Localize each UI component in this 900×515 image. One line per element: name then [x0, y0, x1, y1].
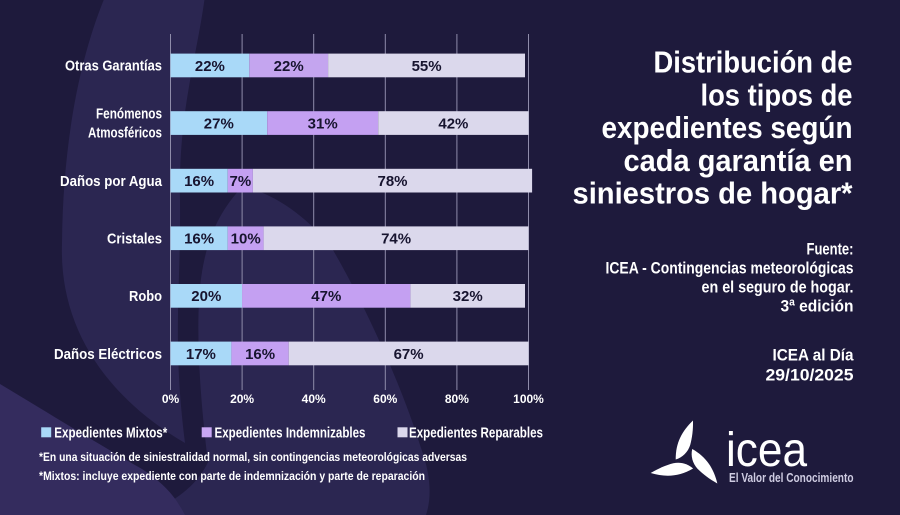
svg-text:74%: 74% — [381, 231, 411, 248]
svg-text:*En una situación de siniestra: *En una situación de siniestralidad norm… — [39, 452, 467, 464]
svg-text:31%: 31% — [308, 115, 338, 132]
svg-text:3ª edición: 3ª edición — [781, 297, 854, 315]
svg-text:Robo: Robo — [129, 289, 162, 305]
svg-text:los tipos de: los tipos de — [701, 78, 853, 112]
svg-text:67%: 67% — [394, 346, 424, 363]
svg-text:78%: 78% — [377, 173, 407, 190]
svg-text:Expedientes Mixtos*: Expedientes Mixtos* — [54, 425, 167, 441]
svg-text:16%: 16% — [184, 173, 214, 190]
svg-text:20%: 20% — [230, 392, 254, 406]
svg-text:17%: 17% — [186, 346, 216, 363]
svg-text:40%: 40% — [302, 392, 326, 406]
svg-text:Fuente:: Fuente: — [807, 240, 854, 258]
svg-text:32%: 32% — [453, 288, 483, 305]
svg-text:27%: 27% — [204, 115, 234, 132]
svg-text:80%: 80% — [445, 392, 469, 406]
svg-text:47%: 47% — [311, 288, 341, 305]
svg-text:Cristales: Cristales — [107, 232, 162, 248]
svg-text:ICEA al Día: ICEA al Día — [773, 347, 855, 365]
svg-text:*Mixtos: incluye expediente co: *Mixtos: incluye expediente con parte de… — [39, 471, 425, 483]
svg-text:10%: 10% — [231, 231, 261, 248]
svg-text:ICEA - Contingencias meteoroló: ICEA - Contingencias meteorológicas — [606, 259, 854, 277]
svg-text:en el seguro de hogar.: en el seguro de hogar. — [702, 278, 854, 296]
svg-text:Daños por Agua: Daños por Agua — [60, 174, 163, 190]
svg-text:Expedientes Reparables: Expedientes Reparables — [409, 425, 543, 441]
svg-text:20%: 20% — [191, 288, 221, 305]
svg-text:55%: 55% — [412, 58, 442, 75]
svg-text:El Valor del Conocimiento: El Valor del Conocimiento — [729, 471, 854, 485]
svg-text:expedientes según: expedientes según — [602, 111, 853, 145]
svg-text:42%: 42% — [438, 115, 468, 132]
svg-text:29/10/2025: 29/10/2025 — [766, 367, 854, 385]
svg-text:Fenómenos: Fenómenos — [96, 107, 162, 123]
svg-text:Atmosféricos: Atmosféricos — [88, 126, 162, 142]
svg-text:Distribución de: Distribución de — [654, 46, 853, 80]
svg-text:100%: 100% — [513, 392, 544, 406]
svg-text:7%: 7% — [230, 173, 252, 190]
svg-text:22%: 22% — [195, 58, 225, 75]
svg-text:16%: 16% — [245, 346, 275, 363]
svg-text:siniestros de hogar*: siniestros de hogar* — [573, 177, 853, 211]
svg-text:0%: 0% — [162, 392, 180, 406]
svg-text:cada garantía en: cada garantía en — [624, 144, 853, 178]
svg-text:Daños Eléctricos: Daños Eléctricos — [54, 347, 162, 363]
svg-text:16%: 16% — [184, 231, 214, 248]
svg-text:Expedientes Indemnizables: Expedientes Indemnizables — [215, 425, 366, 441]
svg-text:icea: icea — [726, 424, 807, 477]
svg-text:Otras Garantías: Otras Garantías — [65, 59, 162, 75]
svg-text:22%: 22% — [274, 58, 304, 75]
svg-text:60%: 60% — [373, 392, 397, 406]
